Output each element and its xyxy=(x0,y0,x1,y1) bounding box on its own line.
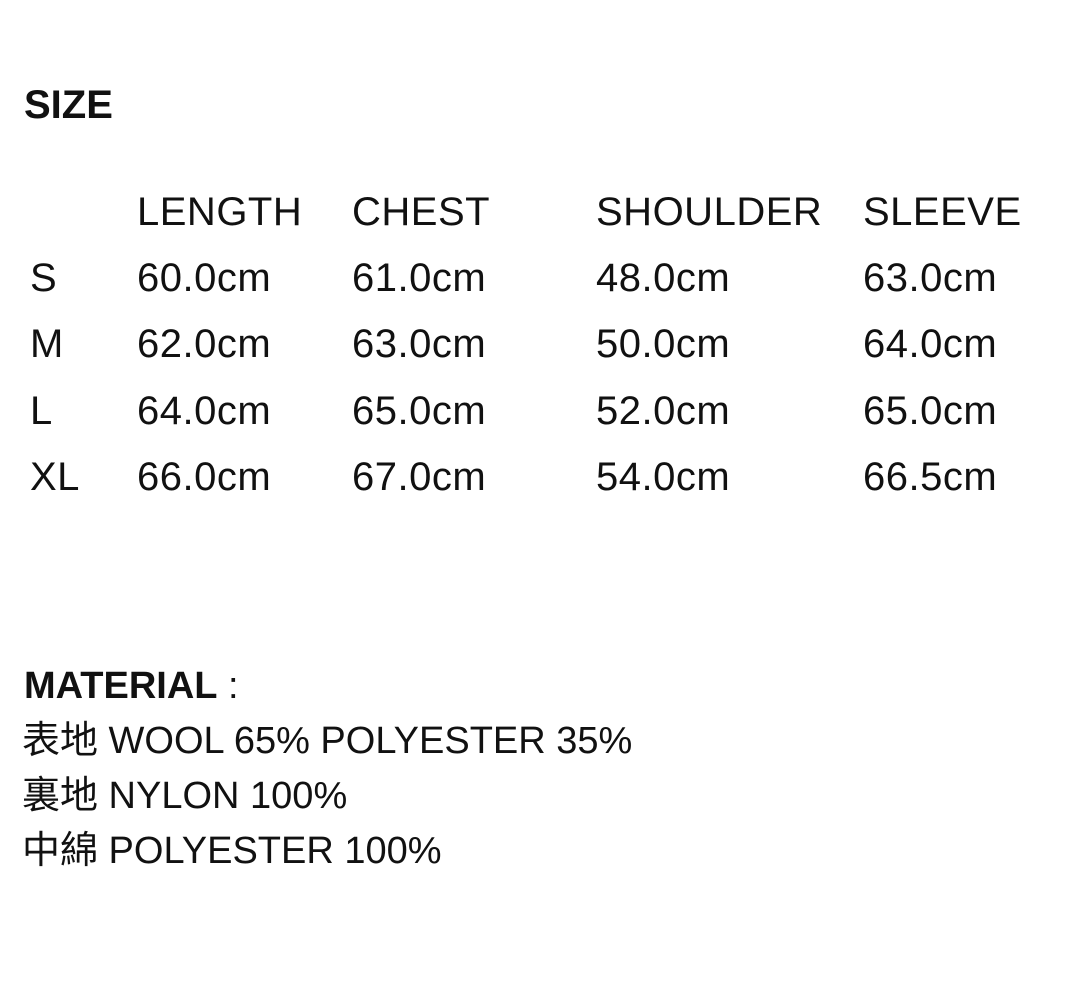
material-title: MATERIAL xyxy=(24,665,218,707)
size-cell-sleeve: 64.0cm xyxy=(863,322,998,366)
size-cell-length: 62.0cm xyxy=(137,322,272,366)
size-cell-sleeve: 66.5cm xyxy=(863,455,998,499)
size-row-label: M xyxy=(30,322,64,366)
size-cell-chest: 65.0cm xyxy=(352,389,487,433)
size-cell-sleeve: 65.0cm xyxy=(863,389,998,433)
size-cell-length: 60.0cm xyxy=(137,256,272,300)
size-cell-chest: 67.0cm xyxy=(352,455,487,499)
size-cell-length: 64.0cm xyxy=(137,389,272,433)
size-cell-chest: 61.0cm xyxy=(352,256,487,300)
material-heading: MATERIAL : xyxy=(24,667,239,705)
size-cell-shoulder: 50.0cm xyxy=(596,322,731,366)
material-line-padding: 中綿 POLYESTER 100% xyxy=(22,830,442,872)
size-row-label: XL xyxy=(30,455,80,499)
column-header-length: LENGTH xyxy=(137,190,303,234)
size-cell-shoulder: 54.0cm xyxy=(596,455,731,499)
column-header-shoulder: SHOULDER xyxy=(596,190,823,234)
size-cell-sleeve: 63.0cm xyxy=(863,256,998,300)
size-cell-chest: 63.0cm xyxy=(352,322,487,366)
material-separator: : xyxy=(217,665,239,707)
size-cell-shoulder: 52.0cm xyxy=(596,389,731,433)
size-cell-shoulder: 48.0cm xyxy=(596,256,731,300)
size-cell-length: 66.0cm xyxy=(137,455,272,499)
material-line-outer: 表地 WOOL 65% POLYESTER 35% xyxy=(22,720,633,762)
size-row-label: S xyxy=(30,256,58,300)
column-header-sleeve: SLEEVE xyxy=(863,190,1022,234)
size-heading: SIZE xyxy=(24,83,113,127)
column-header-chest: CHEST xyxy=(352,190,491,234)
material-line-lining: 裏地 NYLON 100% xyxy=(22,775,348,817)
size-row-label: L xyxy=(30,389,53,433)
